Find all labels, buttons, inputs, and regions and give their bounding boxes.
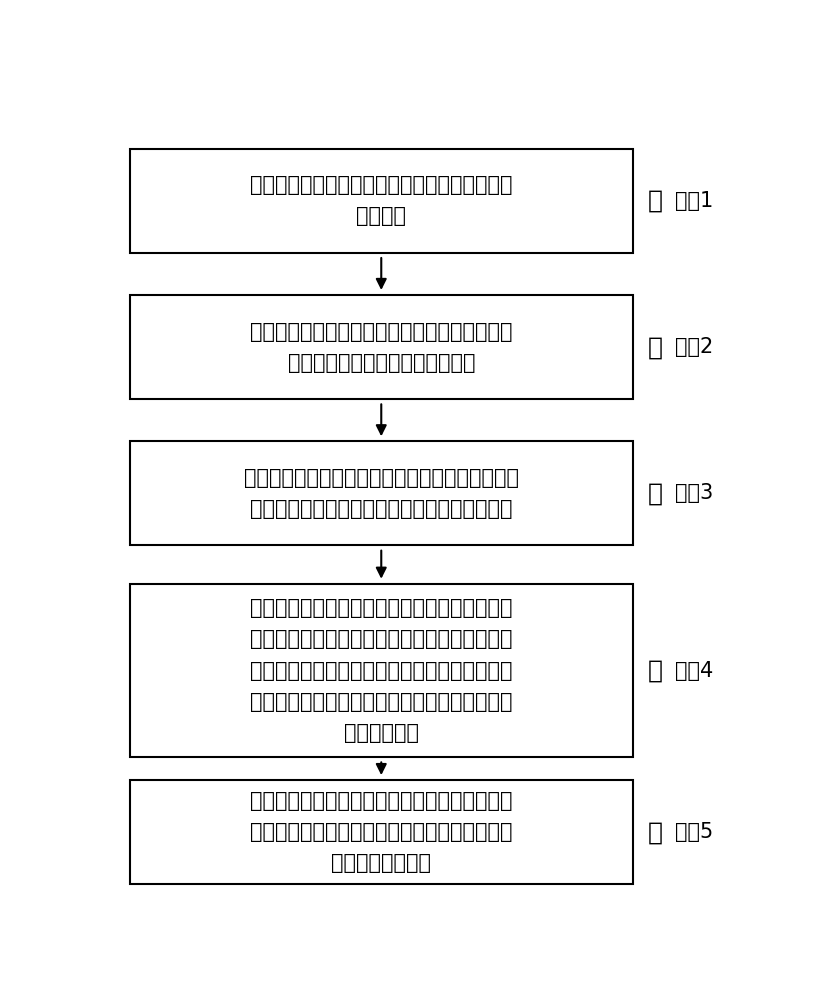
Text: 步骤3: 步骤3 xyxy=(675,483,713,503)
Bar xyxy=(130,780,633,884)
Bar xyxy=(130,295,633,399)
Text: 〜: 〜 xyxy=(648,335,663,359)
Text: 步骤2: 步骤2 xyxy=(675,337,713,357)
Text: 步骤5: 步骤5 xyxy=(675,822,713,842)
Text: 在末级杠杆的合力点位置形成用于连点的圆形合
力点通孔: 在末级杠杆的合力点位置形成用于连点的圆形合 力点通孔 xyxy=(250,175,513,226)
Text: 将末级杠杆合力点位置的合力点通孔与合力点双
耳连接件的双耳耳片上的连接孔对准后，将两个
衬套从双耳连接件的两侧分别插入其中一个耳片
的连接孔，并从相应耳片侧相对: 将末级杠杆合力点位置的合力点通孔与合力点双 耳连接件的双耳耳片上的连接孔对准后，… xyxy=(250,598,513,743)
Text: 步骤4: 步骤4 xyxy=(675,661,713,681)
Bar xyxy=(130,584,633,757)
Text: 将螺栓插入贯穿两个衬套的圆形通孔后，采用弹
簧垫圈和螺母进行紧固连接，以形成合力点位置
的紧配合连接结构: 将螺栓插入贯穿两个衬套的圆形通孔后，采用弹 簧垫圈和螺母进行紧固连接，以形成合力… xyxy=(250,791,513,873)
Text: 〜: 〜 xyxy=(648,659,663,683)
Text: 〜: 〜 xyxy=(648,820,663,844)
Text: 根据合力点钢圈的内型面，加工出两个相对设置且
呈对称结构的衬套，且衬套中心开设有圆形通孔: 根据合力点钢圈的内型面，加工出两个相对设置且 呈对称结构的衬套，且衬套中心开设有… xyxy=(244,468,519,519)
Text: 制备合力点钢圈，并将合力点钢圈嵌套安装在末
级杠杆合力点位置的合力点通孔内: 制备合力点钢圈，并将合力点钢圈嵌套安装在末 级杠杆合力点位置的合力点通孔内 xyxy=(250,322,513,373)
Text: 〜: 〜 xyxy=(648,189,663,213)
Bar xyxy=(130,149,633,253)
Text: 步骤1: 步骤1 xyxy=(675,191,713,211)
Bar xyxy=(130,441,633,545)
Text: 〜: 〜 xyxy=(648,481,663,505)
